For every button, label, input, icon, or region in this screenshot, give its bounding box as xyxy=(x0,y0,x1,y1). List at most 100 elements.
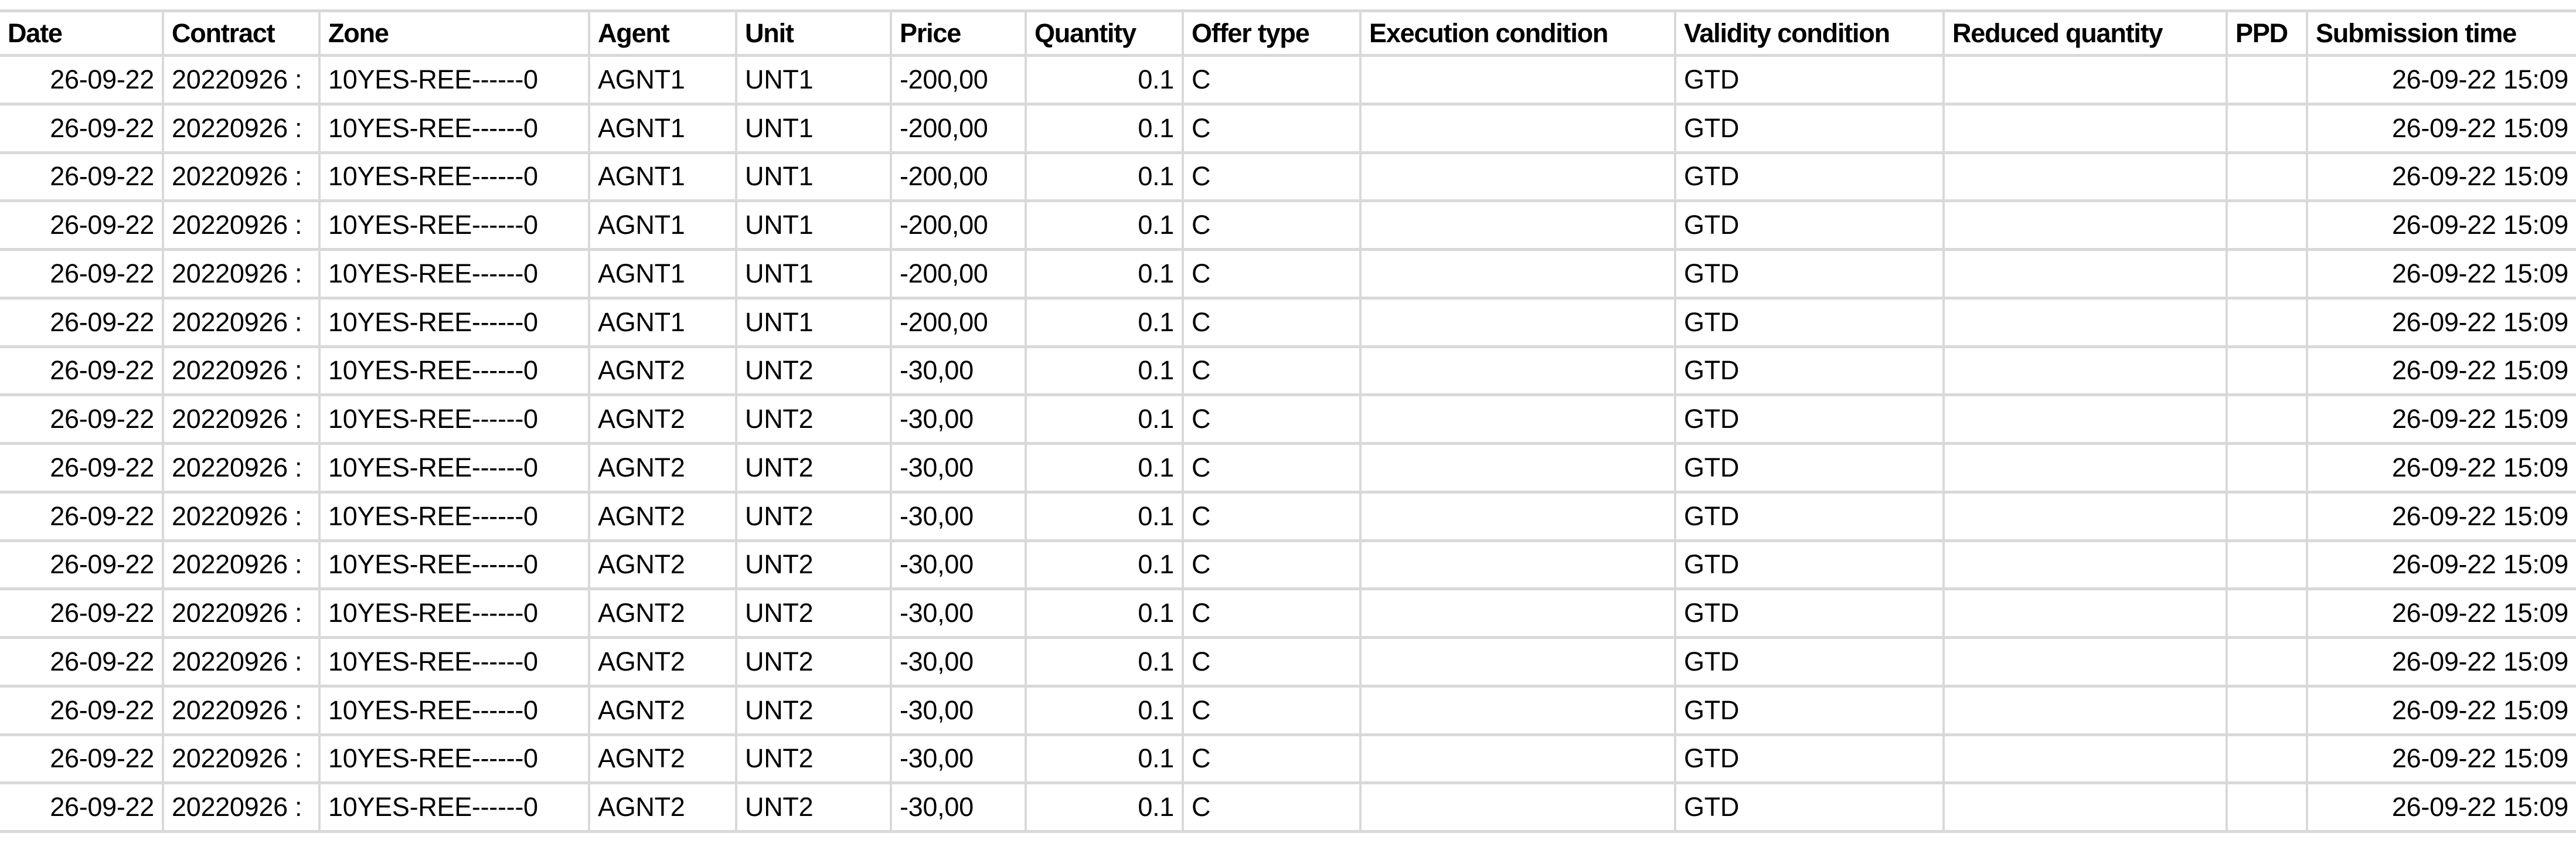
cell-execution-condition[interactable] xyxy=(1362,736,1676,785)
cell-ppd[interactable] xyxy=(2228,251,2308,300)
cell-unit[interactable]: UNT2 xyxy=(737,736,892,785)
cell-offer-type[interactable]: C xyxy=(1184,590,1362,639)
cell-submission-time[interactable]: 26-09-22 15:09 xyxy=(2308,396,2576,445)
cell-quantity[interactable]: 0.1 xyxy=(1027,105,1184,154)
cell-offer-type[interactable]: C xyxy=(1184,493,1362,542)
cell-ppd[interactable] xyxy=(2228,154,2308,203)
cell-agent[interactable]: AGNT2 xyxy=(590,445,737,494)
cell-offer-type[interactable]: C xyxy=(1184,639,1362,688)
cell-submission-time[interactable]: 26-09-22 15:09 xyxy=(2308,299,2576,348)
cell-quantity[interactable]: 0.1 xyxy=(1027,687,1184,736)
cell-date[interactable]: 26-09-22 xyxy=(0,736,164,785)
cell-quantity[interactable]: 0.1 xyxy=(1027,154,1184,203)
cell-execution-condition[interactable] xyxy=(1362,784,1676,833)
cell-execution-condition[interactable] xyxy=(1362,57,1676,106)
cell-offer-type[interactable]: C xyxy=(1184,202,1362,251)
cell-validity-condition[interactable]: GTD xyxy=(1676,542,1945,591)
cell-agent[interactable]: AGNT1 xyxy=(590,299,737,348)
cell-offer-type[interactable]: C xyxy=(1184,687,1362,736)
cell-submission-time[interactable]: 26-09-22 15:09 xyxy=(2308,348,2576,397)
cell-date[interactable]: 26-09-22 xyxy=(0,57,164,106)
cell-zone[interactable]: 10YES-REE------0 xyxy=(321,542,590,591)
cell-validity-condition[interactable]: GTD xyxy=(1676,251,1945,300)
cell-validity-condition[interactable]: GTD xyxy=(1676,105,1945,154)
cell-zone[interactable]: 10YES-REE------0 xyxy=(321,105,590,154)
cell-offer-type[interactable]: C xyxy=(1184,445,1362,494)
cell-execution-condition[interactable] xyxy=(1362,396,1676,445)
cell-contract[interactable]: 20220926 : xyxy=(164,493,321,542)
cell-zone[interactable]: 10YES-REE------0 xyxy=(321,348,590,397)
cell-agent[interactable]: AGNT2 xyxy=(590,542,737,591)
cell-reduced-quantity[interactable] xyxy=(1945,784,2228,833)
cell-ppd[interactable] xyxy=(2228,202,2308,251)
cell-offer-type[interactable]: C xyxy=(1184,542,1362,591)
cell-contract[interactable]: 20220926 : xyxy=(164,154,321,203)
cell-reduced-quantity[interactable] xyxy=(1945,105,2228,154)
cell-reduced-quantity[interactable] xyxy=(1945,396,2228,445)
cell-agent[interactable]: AGNT2 xyxy=(590,493,737,542)
cell-unit[interactable]: UNT2 xyxy=(737,687,892,736)
cell-zone[interactable]: 10YES-REE------0 xyxy=(321,590,590,639)
cell-quantity[interactable]: 0.1 xyxy=(1027,348,1184,397)
cell-agent[interactable]: AGNT2 xyxy=(590,348,737,397)
cell-quantity[interactable]: 0.1 xyxy=(1027,251,1184,300)
column-header-offer-type[interactable]: Offer type xyxy=(1184,12,1362,57)
column-header-zone[interactable]: Zone xyxy=(321,12,590,57)
cell-agent[interactable]: AGNT2 xyxy=(590,784,737,833)
cell-ppd[interactable] xyxy=(2228,736,2308,785)
cell-zone[interactable]: 10YES-REE------0 xyxy=(321,639,590,688)
cell-quantity[interactable]: 0.1 xyxy=(1027,542,1184,591)
cell-validity-condition[interactable]: GTD xyxy=(1676,348,1945,397)
cell-agent[interactable]: AGNT2 xyxy=(590,396,737,445)
cell-ppd[interactable] xyxy=(2228,105,2308,154)
cell-date[interactable]: 26-09-22 xyxy=(0,542,164,591)
cell-price[interactable]: -30,00 xyxy=(892,736,1027,785)
cell-zone[interactable]: 10YES-REE------0 xyxy=(321,445,590,494)
cell-ppd[interactable] xyxy=(2228,590,2308,639)
cell-contract[interactable]: 20220926 : xyxy=(164,445,321,494)
cell-contract[interactable]: 20220926 : xyxy=(164,784,321,833)
cell-ppd[interactable] xyxy=(2228,687,2308,736)
cell-unit[interactable]: UNT2 xyxy=(737,542,892,591)
cell-unit[interactable]: UNT2 xyxy=(737,445,892,494)
cell-contract[interactable]: 20220926 : xyxy=(164,202,321,251)
cell-validity-condition[interactable]: GTD xyxy=(1676,687,1945,736)
cell-zone[interactable]: 10YES-REE------0 xyxy=(321,736,590,785)
cell-agent[interactable]: AGNT1 xyxy=(590,251,737,300)
cell-contract[interactable]: 20220926 : xyxy=(164,542,321,591)
cell-unit[interactable]: UNT1 xyxy=(737,299,892,348)
cell-reduced-quantity[interactable] xyxy=(1945,348,2228,397)
cell-ppd[interactable] xyxy=(2228,299,2308,348)
cell-reduced-quantity[interactable] xyxy=(1945,736,2228,785)
cell-ppd[interactable] xyxy=(2228,493,2308,542)
cell-agent[interactable]: AGNT1 xyxy=(590,154,737,203)
cell-execution-condition[interactable] xyxy=(1362,687,1676,736)
cell-price[interactable]: -200,00 xyxy=(892,105,1027,154)
cell-price[interactable]: -30,00 xyxy=(892,445,1027,494)
cell-agent[interactable]: AGNT2 xyxy=(590,736,737,785)
column-header-reduced-quantity[interactable]: Reduced quantity xyxy=(1945,12,2228,57)
cell-submission-time[interactable]: 26-09-22 15:09 xyxy=(2308,154,2576,203)
cell-validity-condition[interactable]: GTD xyxy=(1676,299,1945,348)
cell-contract[interactable]: 20220926 : xyxy=(164,57,321,106)
cell-validity-condition[interactable]: GTD xyxy=(1676,154,1945,203)
cell-unit[interactable]: UNT1 xyxy=(737,202,892,251)
cell-unit[interactable]: UNT2 xyxy=(737,784,892,833)
cell-offer-type[interactable]: C xyxy=(1184,57,1362,106)
cell-ppd[interactable] xyxy=(2228,57,2308,106)
cell-price[interactable]: -30,00 xyxy=(892,396,1027,445)
cell-reduced-quantity[interactable] xyxy=(1945,202,2228,251)
cell-submission-time[interactable]: 26-09-22 15:09 xyxy=(2308,57,2576,106)
cell-offer-type[interactable]: C xyxy=(1184,784,1362,833)
cell-date[interactable]: 26-09-22 xyxy=(0,348,164,397)
cell-submission-time[interactable]: 26-09-22 15:09 xyxy=(2308,687,2576,736)
cell-validity-condition[interactable]: GTD xyxy=(1676,639,1945,688)
cell-reduced-quantity[interactable] xyxy=(1945,639,2228,688)
cell-zone[interactable]: 10YES-REE------0 xyxy=(321,251,590,300)
cell-quantity[interactable]: 0.1 xyxy=(1027,639,1184,688)
cell-contract[interactable]: 20220926 : xyxy=(164,348,321,397)
cell-price[interactable]: -30,00 xyxy=(892,590,1027,639)
cell-price[interactable]: -200,00 xyxy=(892,202,1027,251)
cell-unit[interactable]: UNT1 xyxy=(737,105,892,154)
cell-validity-condition[interactable]: GTD xyxy=(1676,784,1945,833)
